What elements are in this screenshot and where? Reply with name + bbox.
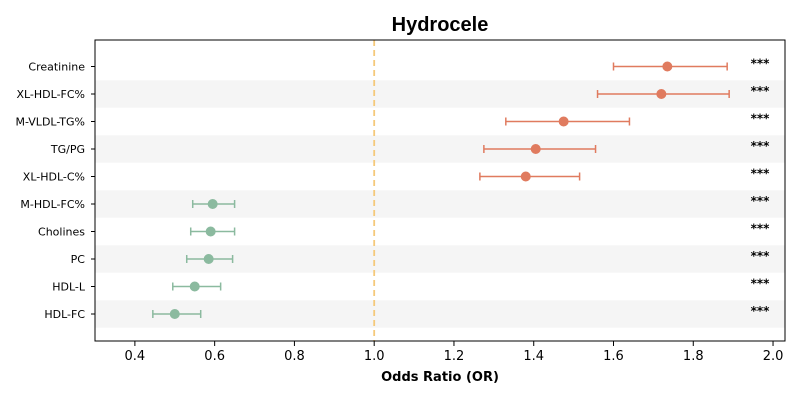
x-tick-label: 0.4 <box>125 349 146 364</box>
or-point <box>203 254 214 264</box>
x-tick-label: 1.0 <box>364 349 385 364</box>
row-band <box>95 135 785 163</box>
significance-label: *** <box>751 84 771 98</box>
x-tick-label: 0.6 <box>204 349 225 364</box>
or-point <box>558 116 569 127</box>
row-label: HDL-FC <box>44 308 85 321</box>
chart-title: Hydrocele <box>392 14 489 36</box>
row-label: Cholines <box>38 226 85 239</box>
row-label: XL-HDL-C% <box>23 171 85 184</box>
x-tick-label: 1.8 <box>683 349 704 364</box>
or-point <box>205 226 216 237</box>
x-tick-label: 1.2 <box>444 349 465 364</box>
x-tick-label: 1.4 <box>523 349 544 364</box>
or-point <box>207 199 218 209</box>
significance-label: *** <box>751 139 771 153</box>
row-label: HDL-L <box>52 281 86 294</box>
x-axis: 0.4 0.6 0.8 1.0 1.2 1.4 1.6 1.8 2.0 <box>125 341 784 364</box>
x-tick-label: 1.6 <box>603 349 624 364</box>
or-point <box>656 89 667 99</box>
data-marks: *** *** *** *** *** *** *** *** *** *** <box>152 57 771 319</box>
x-tick-label: 0.8 <box>284 349 305 364</box>
row-label: M-VLDL-TG% <box>15 116 85 129</box>
significance-label: *** <box>751 304 771 318</box>
significance-label: *** <box>751 277 771 291</box>
x-axis-label: Odds Ratio (OR) <box>381 370 499 385</box>
significance-label: *** <box>751 249 771 263</box>
x-tick-label: 2.0 <box>763 349 784 364</box>
or-point <box>530 144 541 154</box>
or-point <box>520 171 531 182</box>
plot-frame <box>94 39 786 342</box>
significance-label: *** <box>751 194 771 208</box>
row-label: Creatinine <box>28 61 85 74</box>
row-bands <box>95 80 785 328</box>
significance-label: *** <box>751 112 771 126</box>
or-point <box>189 281 200 292</box>
significance-label: *** <box>751 57 771 71</box>
significance-label: *** <box>751 167 771 181</box>
row-label: M-HDL-FC% <box>20 198 85 211</box>
or-point <box>169 309 180 319</box>
row-band <box>95 300 785 328</box>
row-label: TG/PG <box>50 143 85 156</box>
row-label: XL-HDL-FC% <box>16 88 85 101</box>
or-point <box>662 61 673 72</box>
row-label: PC <box>71 253 86 266</box>
y-axis-labels: Creatinine XL-HDL-FC% M-VLDL-TG% TG/PG XL-HD… <box>15 61 95 321</box>
significance-label: *** <box>751 222 771 236</box>
